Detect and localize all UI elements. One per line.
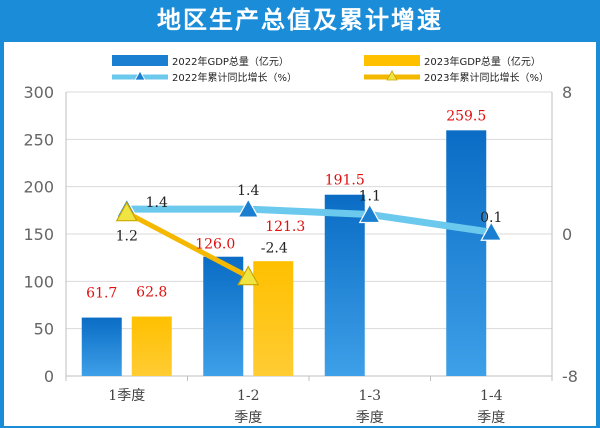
line-2023 (124, 210, 251, 280)
legend-label: 2022年GDP总量（亿元） (172, 55, 289, 68)
legend-label: 2023年GDP总量（亿元） (424, 55, 541, 68)
y-left-tick-label: 150 (23, 225, 54, 244)
y-left-tick-label: 50 (34, 320, 54, 339)
bar-2023 (131, 316, 172, 376)
line-data-label: -2.4 (261, 241, 288, 257)
y-left-tick-label: 0 (44, 367, 54, 386)
line-marker-2022 (480, 220, 503, 241)
y-right-tick-label: 0 (562, 225, 572, 244)
y-left-tick-label: 300 (23, 83, 54, 102)
x-tick-label: 1季度 (108, 388, 145, 404)
line-marker-2023 (115, 201, 138, 222)
y-right-tick-label: 8 (562, 83, 572, 102)
chart-title: 地区生产总值及累计增速 (157, 6, 443, 34)
line-marker-2023 (237, 265, 260, 286)
legend-swatch (364, 55, 420, 66)
x-tick-label: 1-4 (480, 388, 503, 404)
legend-label: 2022年累计同比增长（%） (172, 71, 297, 84)
x-tick-label: 1-3 (358, 388, 381, 404)
legend-label: 2023年累计同比增长（%） (424, 71, 549, 84)
chart-panel: 0 50 100 150 200 250 300 -8 0 8 1季度 1-2 季度 1-3 季度 1-4 季度… (4, 42, 596, 426)
bar-data-label: 121.3 (265, 219, 305, 235)
x-tick-label: 季度 (356, 410, 384, 426)
chart-svg: 0 50 100 150 200 250 300 -8 0 8 1季度 1-2 季度 1-3 季度 1-4 季度… (23, 55, 578, 426)
legend-swatch (112, 55, 168, 66)
line-data-label: 1.2 (116, 229, 138, 245)
line-data-label: 1.1 (359, 188, 381, 204)
bar-2022 (203, 256, 244, 376)
x-tick-label: 1-2 (237, 388, 260, 404)
line-marker-2022 (237, 197, 260, 218)
line-2022 (123, 205, 495, 236)
legend-marker (134, 70, 146, 81)
line-data-label: 1.4 (237, 183, 259, 199)
bar-data-label: 61.7 (86, 286, 117, 302)
y-left-tick-label: 200 (23, 178, 54, 197)
bar-data-label: 259.5 (446, 108, 486, 124)
bar-data-label: 62.8 (136, 285, 167, 301)
x-tick-label: 季度 (477, 410, 505, 426)
bar-data-label: 191.5 (325, 173, 365, 189)
line-data-label: 0.1 (480, 210, 502, 226)
legend-marker (386, 70, 398, 81)
y-left-tick-label: 250 (23, 130, 54, 149)
bar-2022 (324, 194, 365, 376)
bar-data-label: 126.0 (195, 237, 235, 253)
bar-2022 (81, 317, 122, 376)
bar-2022 (446, 130, 487, 376)
x-tick-label: 季度 (234, 410, 262, 426)
line-data-label: 1.4 (146, 195, 168, 211)
line-marker-2022 (358, 203, 381, 224)
bar-2023 (253, 261, 294, 376)
y-right-tick-label: -8 (562, 367, 578, 386)
y-left-tick-label: 100 (23, 272, 54, 291)
